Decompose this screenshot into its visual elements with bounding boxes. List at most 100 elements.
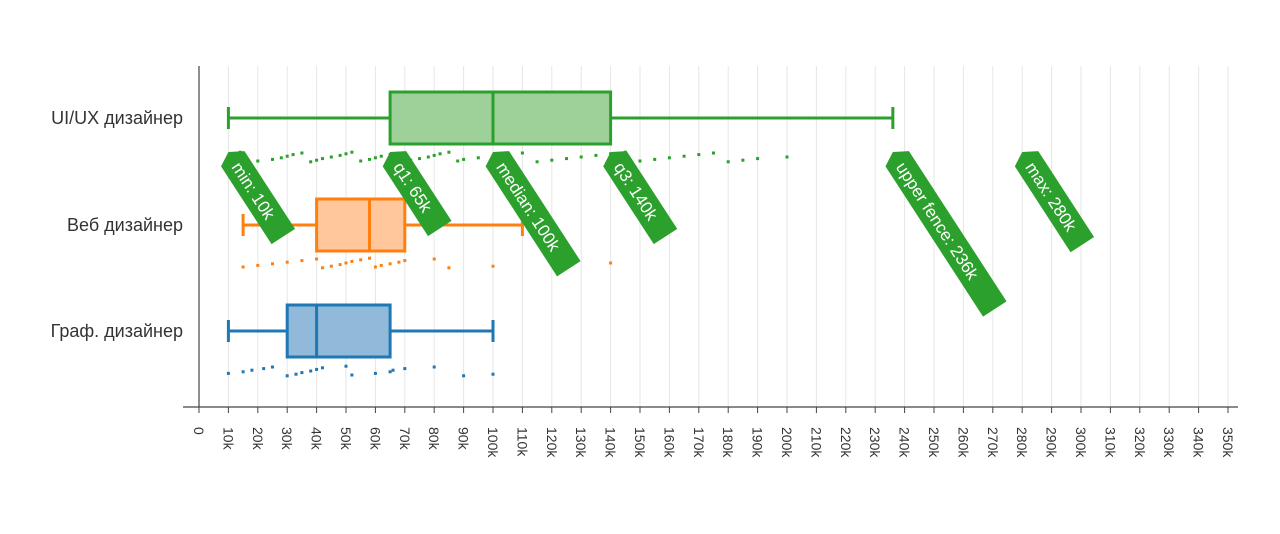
data-point (344, 152, 348, 156)
data-point (285, 260, 289, 264)
x-tick-label: 150k (632, 427, 648, 458)
data-point (256, 263, 260, 267)
data-point (359, 258, 363, 262)
hover-label-box (221, 151, 296, 245)
x-tick-label: 20k (250, 427, 266, 451)
data-point (320, 266, 324, 270)
x-tick-label: 270k (985, 427, 1001, 458)
data-point (241, 265, 245, 269)
data-point (291, 153, 295, 157)
data-point (309, 160, 313, 164)
data-point (294, 372, 298, 376)
x-tick-label: 180k (720, 427, 736, 458)
data-point (226, 371, 230, 375)
data-point (250, 368, 254, 372)
iqr-box (388, 90, 613, 146)
x-tick-label: 40k (309, 427, 325, 451)
data-point (368, 157, 372, 161)
data-point (438, 152, 442, 156)
hover-label-box (603, 151, 678, 245)
x-tick-label: 100k (485, 427, 501, 458)
data-point (338, 153, 342, 157)
data-point (638, 159, 642, 163)
data-point (350, 150, 354, 154)
data-point (285, 374, 289, 378)
hover-label: upper fence: 236k (885, 151, 1007, 317)
data-point (712, 151, 715, 155)
hover-label-text: max: 280k (1021, 159, 1080, 236)
data-point (609, 261, 613, 265)
data-point (373, 156, 377, 160)
data-point (550, 158, 554, 162)
data-point (271, 262, 274, 266)
x-tick-label: 160k (661, 427, 677, 458)
x-tick-label: 70k (397, 427, 413, 451)
category-label: UI/UX дизайнер (51, 108, 183, 128)
hover-label-text: median: 100k (492, 159, 564, 255)
x-tick-label: 240k (897, 427, 913, 458)
data-point (667, 156, 671, 160)
x-tick-label: 0 (191, 427, 207, 435)
data-point (329, 155, 333, 159)
data-point (350, 373, 354, 377)
data-point (785, 155, 789, 159)
x-tick-label: 350k (1220, 427, 1236, 458)
data-point (368, 256, 372, 260)
x-tick-label: 140k (603, 427, 619, 458)
x-tick-label: 10k (220, 427, 236, 451)
x-tick-label: 190k (750, 427, 766, 458)
data-point (447, 150, 451, 154)
x-tick-label: 170k (691, 427, 707, 458)
data-point (338, 263, 342, 267)
data-point (373, 371, 377, 375)
data-point (285, 154, 289, 158)
data-point (271, 157, 274, 161)
x-tick-label: 330k (1161, 427, 1177, 458)
data-point (491, 264, 495, 268)
data-point (579, 155, 583, 159)
data-point (697, 153, 701, 157)
data-point (300, 371, 304, 375)
data-point (565, 157, 568, 161)
data-point (359, 159, 363, 163)
data-point (476, 156, 480, 160)
data-point (520, 151, 524, 155)
x-tick-label: 250k (926, 427, 942, 458)
x-tick-label: 130k (573, 427, 589, 458)
category-label: Граф. дизайнер (51, 321, 183, 341)
data-point (388, 370, 392, 374)
data-point (462, 157, 466, 161)
data-point (373, 265, 377, 269)
category-label: Веб дизайнер (67, 215, 183, 235)
data-point (315, 158, 319, 162)
data-point (682, 154, 686, 158)
data-point (329, 264, 333, 268)
data-point (279, 156, 283, 160)
data-point (391, 368, 395, 372)
iqr-box (315, 197, 407, 253)
axes: 0 10k 20k 30k 40k 50k 60k 70k 80k 90k 100k 110k 120k… (183, 66, 1238, 458)
x-tick-label: 220k (838, 427, 854, 458)
data-point (320, 157, 324, 161)
data-point (315, 367, 319, 371)
data-point (594, 153, 598, 157)
hover-label-box (885, 151, 1007, 317)
data-point (320, 366, 324, 370)
data-point (344, 261, 348, 265)
x-tick-label: 310k (1102, 427, 1118, 458)
box-series-2: Граф. дизайнер (51, 303, 495, 378)
data-point (432, 153, 436, 157)
x-tick-label: 290k (1044, 427, 1060, 458)
x-tick-label: 280k (1014, 427, 1030, 458)
data-point (403, 259, 407, 263)
hover-label-text: upper fence: 236k (892, 159, 982, 284)
x-tick-label: 340k (1191, 427, 1207, 458)
x-tick-label: 210k (808, 427, 824, 458)
x-tick-label: 230k (867, 427, 883, 458)
x-tick-label: 110k (514, 427, 530, 457)
data-point (432, 257, 436, 261)
data-point (350, 259, 354, 263)
data-point (653, 157, 657, 161)
data-point (300, 259, 304, 263)
